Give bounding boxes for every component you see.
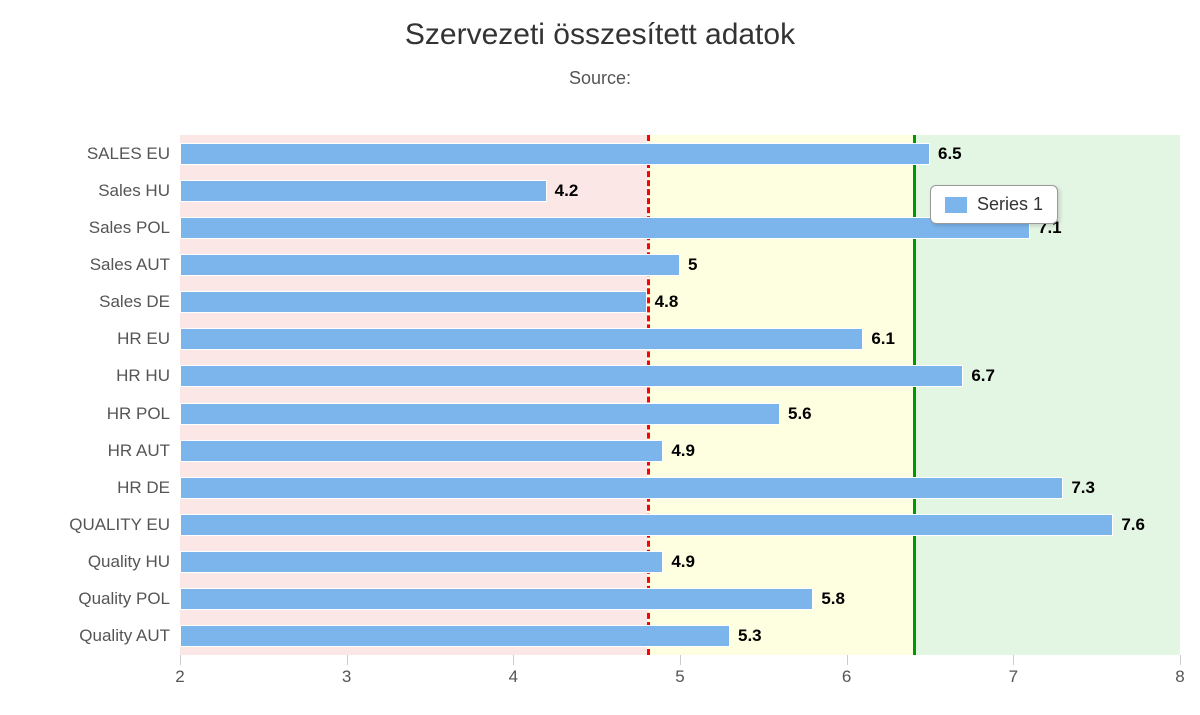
x-tick-mark [347,655,348,665]
bar[interactable] [180,328,863,350]
bar-value-label: 4.2 [555,181,579,201]
bar-value-label: 4.9 [671,552,695,572]
legend-label: Series 1 [977,194,1043,215]
x-axis-label: 5 [675,667,684,687]
y-axis-label: HR DE [117,478,180,498]
bar-value-label: 4.9 [671,441,695,461]
y-axis-label: Sales HU [98,181,180,201]
y-axis-label: Sales DE [99,292,180,312]
bar[interactable] [180,477,1063,499]
bar-value-label: 5 [688,255,697,275]
y-axis-label: HR POL [107,404,180,424]
bar-value-label: 5.3 [738,626,762,646]
y-axis-label: Quality POL [78,589,180,609]
chart-container: Szervezeti összesített adatok Source: SA… [0,0,1200,715]
bar[interactable] [180,588,813,610]
bar[interactable] [180,217,1030,239]
bar[interactable] [180,365,963,387]
bar-value-label: 6.5 [938,144,962,164]
x-tick-mark [180,655,181,665]
x-tick-mark [1180,655,1181,665]
x-tick-mark [513,655,514,665]
x-tick-mark [847,655,848,665]
bar[interactable] [180,143,930,165]
legend[interactable]: Series 1 [930,185,1058,224]
bar[interactable] [180,403,780,425]
bar-value-label: 7.3 [1071,478,1095,498]
bar[interactable] [180,291,647,313]
chart-title: Szervezeti összesített adatok [0,18,1200,52]
background-zone [647,135,914,655]
y-axis-label: HR HU [116,366,180,386]
y-axis-label: HR EU [117,329,180,349]
bar[interactable] [180,514,1113,536]
x-axis-label: 2 [175,667,184,687]
bar-value-label: 4.8 [655,292,679,312]
bar-value-label: 5.6 [788,404,812,424]
bar[interactable] [180,551,663,573]
legend-swatch [945,197,967,213]
y-axis-label: Quality AUT [79,626,180,646]
y-axis-label: Sales POL [89,218,180,238]
bar[interactable] [180,625,730,647]
bar[interactable] [180,440,663,462]
x-tick-mark [680,655,681,665]
y-axis-label: HR AUT [108,441,180,461]
x-axis-label: 3 [342,667,351,687]
bar-value-label: 6.1 [871,329,895,349]
chart-subtitle: Source: [0,68,1200,89]
x-axis-label: 7 [1009,667,1018,687]
bar-value-label: 6.7 [971,366,995,386]
y-axis-label: Quality HU [88,552,180,572]
reference-line [913,135,916,655]
y-axis-label: SALES EU [87,144,180,164]
bar-value-label: 5.8 [821,589,845,609]
background-zone [180,135,647,655]
x-tick-mark [1013,655,1014,665]
bar[interactable] [180,180,547,202]
x-axis-label: 4 [509,667,518,687]
x-axis-label: 8 [1175,667,1184,687]
y-axis-label: QUALITY EU [69,515,180,535]
bar-value-label: 7.6 [1121,515,1145,535]
x-axis-label: 6 [842,667,851,687]
bar[interactable] [180,254,680,276]
reference-line [647,135,650,655]
y-axis-label: Sales AUT [90,255,180,275]
